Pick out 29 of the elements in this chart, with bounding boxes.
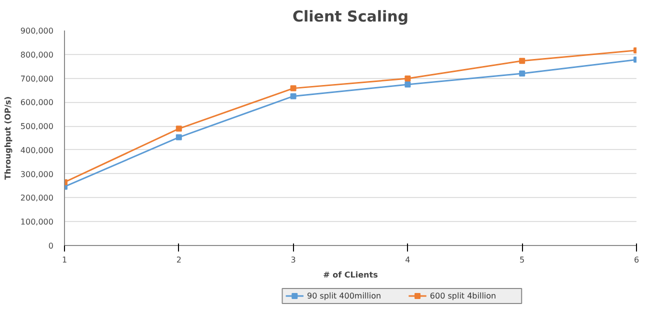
point — [519, 70, 526, 76]
point — [176, 126, 182, 132]
y-tick-label: 500,000 — [20, 122, 54, 132]
x-tick-label: 6 — [634, 256, 640, 264]
x-tick-label: 1 — [62, 256, 68, 264]
y-tick-label: 400,000 — [20, 146, 54, 155]
y-tick-label: 900,000 — [20, 26, 54, 36]
point — [290, 85, 296, 92]
legend-label: 600 split 4billion — [430, 292, 496, 300]
x-tick-label: 2 — [176, 256, 182, 264]
legend-label: 90 split 400million — [307, 292, 382, 300]
y-tick-label: 100,000 — [20, 218, 54, 227]
x-axis-title: # of CLients — [323, 270, 378, 280]
y-tick-label: 700,000 — [20, 74, 54, 84]
x-tick-label: 3 — [290, 256, 296, 264]
point — [404, 76, 411, 82]
x-tick-label: 5 — [520, 256, 525, 264]
point — [290, 93, 296, 100]
y-axis-title: Throughput (OP/s) — [3, 96, 12, 180]
point — [176, 134, 182, 140]
chart-title: Client Scaling — [292, 8, 409, 26]
y-tick-label: 0 — [48, 242, 54, 250]
y-tick-label: 800,000 — [20, 50, 54, 60]
x-tick-label: 4 — [405, 256, 410, 264]
y-tick-label: 200,000 — [20, 194, 54, 203]
point — [404, 81, 411, 88]
point — [519, 58, 526, 64]
y-tick-label: 600,000 — [20, 98, 54, 108]
y-tick-label: 300,000 — [20, 170, 54, 179]
